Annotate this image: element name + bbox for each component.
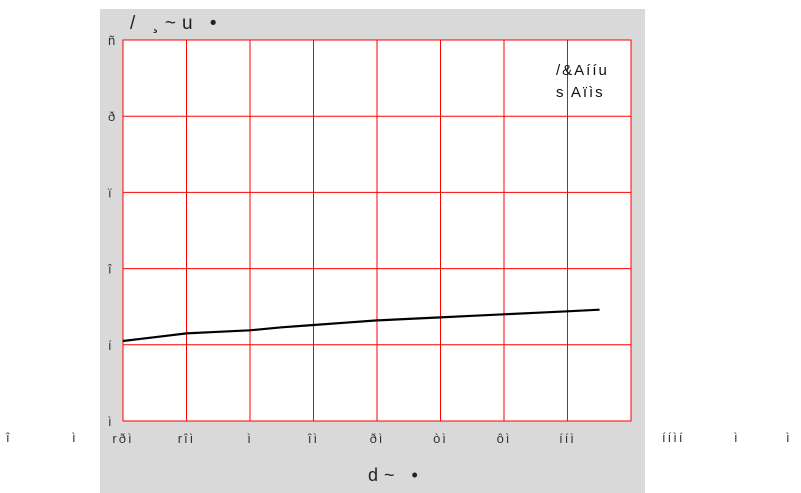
y-tick-label: ñ	[108, 33, 117, 48]
data-point	[408, 318, 409, 319]
x-tick-label: ðì	[370, 431, 385, 446]
x-tick-label: îì	[307, 431, 319, 446]
data-point	[154, 337, 155, 338]
y-tick-label: ì	[108, 414, 114, 429]
x-tick-label: ôì	[497, 431, 512, 446]
data-point	[440, 317, 441, 318]
data-point	[599, 309, 600, 310]
data-point	[281, 327, 282, 328]
y-tick-label: ð	[108, 109, 117, 124]
y-tick-label: î	[107, 262, 114, 277]
x-tick-label: rîì	[178, 431, 196, 446]
y-tick-label: ï	[108, 185, 114, 200]
legend-line-1: /&Aííu	[556, 62, 609, 79]
x-tick-label: òì	[433, 431, 448, 446]
line-chart: ì í î ï ð ñ rðì rîì ì îì ðì òì ôì ííì / ¸~u • d~ • /…	[100, 9, 645, 493]
outside-right-label: ííìí	[662, 430, 684, 445]
x-axis-label: d~ •	[368, 465, 424, 485]
data-point	[376, 320, 377, 321]
chart-title: / ¸~u •	[130, 13, 222, 34]
outside-right-label: ì	[734, 430, 740, 445]
data-point	[186, 333, 187, 334]
data-point	[472, 315, 473, 316]
grid	[123, 40, 631, 421]
figure-background: ì í î ï ð ñ rðì rîì ì îì ðì òì ôì ííì / ¸~u • d~ • /…	[100, 9, 645, 493]
outside-right-label: ì	[786, 430, 792, 445]
legend-line-2: s Aïìs	[556, 84, 605, 101]
outside-left-label: î	[5, 430, 12, 445]
y-tick-label: í	[108, 338, 114, 353]
data-point	[345, 322, 346, 323]
data-point	[249, 330, 250, 331]
y-axis-ticks: ì í î ï ð ñ	[107, 33, 117, 429]
data-point	[218, 331, 219, 332]
x-tick-label: ì	[247, 431, 253, 446]
data-point	[567, 311, 568, 312]
data-point	[122, 340, 123, 341]
outside-left-label: ì	[72, 430, 78, 445]
x-axis-ticks: rðì rîì ì îì ðì òì ôì ííì	[112, 431, 576, 446]
data-point	[503, 314, 504, 315]
data-point	[535, 312, 536, 313]
x-tick-label: ííì	[559, 431, 576, 446]
data-point	[313, 324, 314, 325]
x-tick-label: rðì	[112, 431, 133, 446]
